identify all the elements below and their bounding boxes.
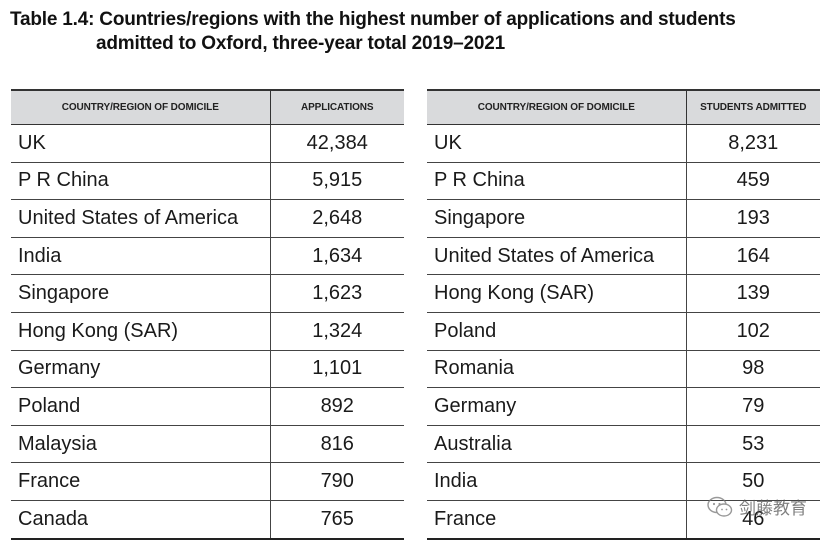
table-row: P R China 459 <box>427 162 820 201</box>
value-cell: 790 <box>270 462 404 501</box>
country-cell: India <box>11 237 271 276</box>
table-row: India 50 <box>427 462 820 501</box>
value-cell: 53 <box>686 425 820 464</box>
title-line-1: Table 1.4: Countries/regions with the hi… <box>10 9 736 30</box>
table-row: UK 8,231 <box>427 124 820 163</box>
column-header-applications: APPLICATIONS <box>270 89 404 125</box>
country-cell: India <box>427 462 687 501</box>
country-cell: Singapore <box>11 274 271 313</box>
country-cell: France <box>427 500 687 540</box>
country-cell: France <box>11 462 271 501</box>
country-cell: Poland <box>427 312 687 351</box>
country-cell: Australia <box>427 425 687 464</box>
country-cell: UK <box>427 124 687 163</box>
table-row: Germany 79 <box>427 387 820 426</box>
country-cell: United States of America <box>427 237 687 276</box>
watermark: 剑藤教育 <box>707 494 807 519</box>
title-line-2: admitted to Oxford, three-year total 201… <box>96 33 505 54</box>
country-cell: Hong Kong (SAR) <box>11 312 271 351</box>
column-header-country: COUNTRY/REGION OF DOMICILE <box>427 89 687 125</box>
table-row: France 46 <box>427 500 820 540</box>
table-row: Singapore 1,623 <box>11 274 404 313</box>
country-cell: Romania <box>427 350 687 389</box>
country-cell: Germany <box>11 350 271 389</box>
value-cell: 1,101 <box>270 350 404 389</box>
table-row: Hong Kong (SAR) 139 <box>427 274 820 313</box>
applications-table: COUNTRY/REGION OF DOMICILE APPLICATIONS … <box>11 89 404 540</box>
column-header-students-admitted: STUDENTS ADMITTED <box>686 89 820 125</box>
table-row: Hong Kong (SAR) 1,324 <box>11 312 404 351</box>
value-cell: 892 <box>270 387 404 426</box>
table-header-row: COUNTRY/REGION OF DOMICILE APPLICATIONS <box>11 89 404 125</box>
country-cell: Germany <box>427 387 687 426</box>
table-row: Malaysia 816 <box>11 425 404 464</box>
wechat-logo-icon <box>707 496 733 517</box>
table-row: Poland 102 <box>427 312 820 351</box>
table-title: Table 1.4: Countries/regions with the hi… <box>10 8 736 56</box>
country-cell: Hong Kong (SAR) <box>427 274 687 313</box>
value-cell: 164 <box>686 237 820 276</box>
table-row: Romania 98 <box>427 350 820 389</box>
table-row: France 790 <box>11 462 404 501</box>
value-cell: 42,384 <box>270 124 404 163</box>
value-cell: 193 <box>686 199 820 238</box>
value-cell: 1,324 <box>270 312 404 351</box>
value-cell: 1,623 <box>270 274 404 313</box>
country-cell: Canada <box>11 500 271 540</box>
table-row: Canada 765 <box>11 500 404 540</box>
table-row: Australia 53 <box>427 425 820 464</box>
country-cell: UK <box>11 124 271 163</box>
value-cell: 765 <box>270 500 404 540</box>
table-row: Germany 1,101 <box>11 350 404 389</box>
value-cell: 98 <box>686 350 820 389</box>
table-row: United States of America 2,648 <box>11 199 404 238</box>
table-row: United States of America 164 <box>427 237 820 276</box>
value-cell: 50 <box>686 462 820 501</box>
country-cell: Singapore <box>427 199 687 238</box>
value-cell: 459 <box>686 162 820 201</box>
table-row: P R China 5,915 <box>11 162 404 201</box>
value-cell: 2,648 <box>270 199 404 238</box>
table-row: Poland 892 <box>11 387 404 426</box>
country-cell: Malaysia <box>11 425 271 464</box>
table-row: Singapore 193 <box>427 199 820 238</box>
watermark-text: 剑藤教育 <box>739 499 807 519</box>
country-cell: P R China <box>11 162 271 201</box>
value-cell: 5,915 <box>270 162 404 201</box>
table-row: India 1,634 <box>11 237 404 276</box>
table-header-row: COUNTRY/REGION OF DOMICILE STUDENTS ADMI… <box>427 89 820 125</box>
value-cell: 79 <box>686 387 820 426</box>
value-cell: 102 <box>686 312 820 351</box>
students-admitted-table: COUNTRY/REGION OF DOMICILE STUDENTS ADMI… <box>427 89 820 540</box>
value-cell: 1,634 <box>270 237 404 276</box>
value-cell: 139 <box>686 274 820 313</box>
country-cell: United States of America <box>11 199 271 238</box>
country-cell: P R China <box>427 162 687 201</box>
table-row: UK 42,384 <box>11 124 404 163</box>
value-cell: 816 <box>270 425 404 464</box>
column-header-country: COUNTRY/REGION OF DOMICILE <box>11 89 271 125</box>
value-cell: 8,231 <box>686 124 820 163</box>
country-cell: Poland <box>11 387 271 426</box>
